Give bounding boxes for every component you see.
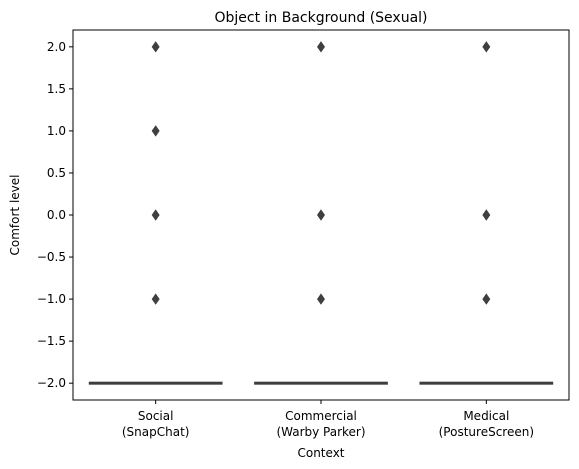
outlier-point	[482, 41, 491, 53]
x-tick-label: Medical	[463, 409, 509, 423]
y-tick-label: 0.0	[47, 208, 66, 222]
outlier-point	[151, 293, 160, 305]
outlier-point	[317, 41, 325, 53]
outlier-point	[317, 293, 325, 305]
plot-area: 2.0 1.5 1.0 0.5 0.0 −0.5 −1.0 −1.5 −2.0 Social (Sn…	[37, 40, 554, 439]
chart-title: Object in Background (Sexual)	[214, 10, 427, 26]
outlier-point	[317, 209, 325, 221]
x-tick-label: Social	[138, 409, 174, 423]
x-tick-label: Commercial	[285, 409, 357, 423]
x-tick-label-sub: (SnapChat)	[122, 425, 190, 439]
y-tick-label: −1.0	[37, 292, 66, 306]
x-tick-label-sub: (Warby Parker)	[276, 425, 365, 439]
y-tick-label: −0.5	[37, 250, 66, 264]
y-tick-label: −1.5	[37, 334, 66, 348]
outlier-point	[151, 41, 160, 53]
y-tick-label: 1.5	[47, 82, 66, 96]
x-tick-label-sub: (PostureScreen)	[439, 425, 534, 439]
y-tick-label: −2.0	[37, 376, 66, 390]
outlier-point	[482, 293, 491, 305]
y-tick-label: 1.0	[47, 124, 66, 138]
x-axis-label: Context	[297, 446, 344, 460]
outlier-point	[482, 209, 491, 221]
outlier-point	[151, 125, 160, 137]
plot-frame	[72, 29, 570, 401]
y-tick-label: 0.5	[47, 166, 66, 180]
y-axis-label: Comfort level	[8, 175, 22, 256]
y-tick-label: 2.0	[47, 40, 66, 54]
outlier-point	[151, 209, 160, 221]
